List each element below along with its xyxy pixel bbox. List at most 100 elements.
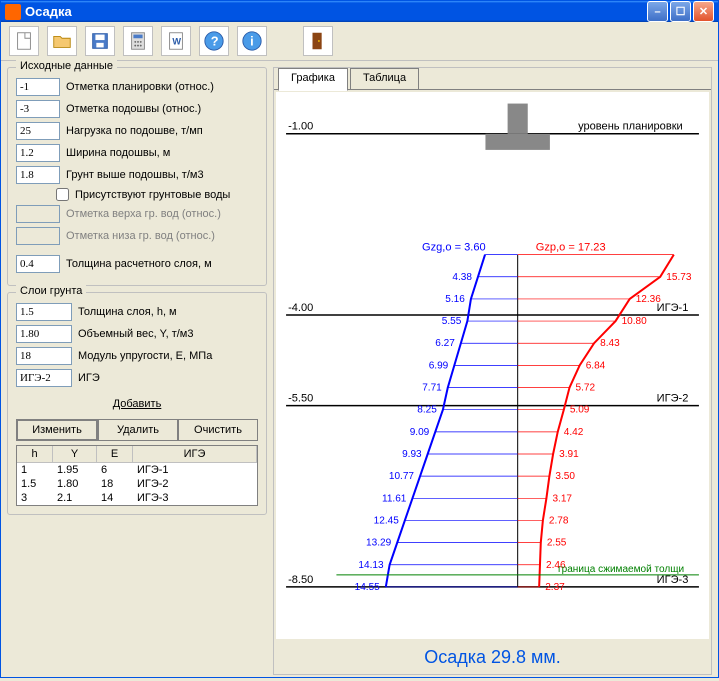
delete-button[interactable]: Удалить <box>98 419 178 441</box>
svg-text:5.72: 5.72 <box>576 383 596 394</box>
add-button[interactable]: Добавить <box>16 393 258 415</box>
close-button[interactable]: ✕ <box>693 1 714 22</box>
svg-text:ИГЭ-1: ИГЭ-1 <box>657 302 689 314</box>
svg-text:ИГЭ-3: ИГЭ-3 <box>657 574 689 586</box>
svg-text:5.55: 5.55 <box>442 316 462 327</box>
minimize-button[interactable]: – <box>647 1 668 22</box>
table-col-ИГЭ[interactable]: ИГЭ <box>133 446 257 462</box>
maximize-button[interactable]: ☐ <box>670 1 691 22</box>
svg-text:14.55: 14.55 <box>355 582 381 593</box>
svg-text:-1.00: -1.00 <box>288 121 313 133</box>
table-col-E[interactable]: E <box>97 446 133 462</box>
window-title: Осадка <box>25 4 647 19</box>
svg-text:-5.50: -5.50 <box>288 393 313 405</box>
info-icon[interactable]: i <box>237 26 267 56</box>
svg-text:6.27: 6.27 <box>435 338 455 349</box>
table-col-Y[interactable]: Y <box>53 446 97 462</box>
svg-text:6.99: 6.99 <box>429 360 449 371</box>
weight-input[interactable] <box>16 325 72 343</box>
table-col-h[interactable]: h <box>17 446 53 462</box>
app-window: Осадка – ☐ ✕ W ? i Исходные данные Отмет… <box>0 0 719 678</box>
svg-text:граница сжимаемой толщи: граница сжимаемой толщи <box>558 564 684 575</box>
svg-text:9.93: 9.93 <box>402 449 422 460</box>
svg-text:6.84: 6.84 <box>586 360 606 371</box>
thickness-input[interactable] <box>16 303 72 321</box>
svg-text:9.09: 9.09 <box>410 427 430 438</box>
load-label: Нагрузка по подошве, т/мп <box>66 125 203 137</box>
exit-icon[interactable] <box>303 26 333 56</box>
ige-input[interactable] <box>16 369 72 387</box>
svg-text:15.73: 15.73 <box>666 272 692 283</box>
svg-text:?: ? <box>211 34 219 49</box>
result-text: Осадка 29.8 мм. <box>274 641 711 674</box>
svg-text:2.78: 2.78 <box>549 515 569 526</box>
stress-diagram: -1.00-4.00ИГЭ-1-5.50ИГЭ-2-8.50ИГЭ-3урове… <box>276 92 709 639</box>
svg-text:4.42: 4.42 <box>564 427 584 438</box>
gw_top-input[interactable] <box>16 205 60 223</box>
sole_mark-input[interactable] <box>16 100 60 118</box>
gw_bot-input[interactable] <box>16 227 60 245</box>
svg-text:2.55: 2.55 <box>547 538 567 549</box>
svg-text:7.71: 7.71 <box>422 383 442 394</box>
modulus-label: Модуль упругости, E, МПа <box>78 350 212 362</box>
tab-table[interactable]: Таблица <box>350 68 419 90</box>
svg-text:-8.50: -8.50 <box>288 574 313 586</box>
clear-button[interactable]: Очистить <box>178 419 258 441</box>
svg-text:8.43: 8.43 <box>600 338 620 349</box>
svg-text:ИГЭ-2: ИГЭ-2 <box>657 393 689 405</box>
svg-text:10.80: 10.80 <box>622 316 648 327</box>
plan_mark-input[interactable] <box>16 78 60 96</box>
svg-text:12.45: 12.45 <box>374 515 400 526</box>
save-icon[interactable] <box>85 26 115 56</box>
svg-text:11.61: 11.61 <box>382 493 407 504</box>
svg-text:10.77: 10.77 <box>389 471 415 482</box>
thickness-label: Толщина слоя, h, м <box>78 306 177 318</box>
svg-text:12.36: 12.36 <box>636 294 662 305</box>
svg-text:Gzg,o = 3.60: Gzg,o = 3.60 <box>422 242 486 254</box>
load-input[interactable] <box>16 122 60 140</box>
toolbar: W ? i <box>1 22 718 61</box>
svg-text:13.29: 13.29 <box>366 538 392 549</box>
gw_bot-label: Отметка низа гр. вод (относ.) <box>66 230 215 242</box>
svg-text:5.09: 5.09 <box>570 405 590 416</box>
layers-title: Слои грунта <box>16 285 86 297</box>
table-row[interactable]: 32.114ИГЭ-3 <box>17 491 257 505</box>
layers-group: Слои грунта Толщина слоя, h, мОбъемный в… <box>7 292 267 515</box>
weight-label: Объемный вес, Y, т/м3 <box>78 328 193 340</box>
svg-text:5.16: 5.16 <box>445 294 465 305</box>
app-icon <box>5 4 21 20</box>
tab-graph[interactable]: Графика <box>278 68 348 91</box>
svg-text:i: i <box>250 34 254 49</box>
source-data-group: Исходные данные Отметка планировки (отно… <box>7 67 267 286</box>
soil_above-input[interactable] <box>16 166 60 184</box>
svg-text:4.38: 4.38 <box>452 272 472 283</box>
svg-text:W: W <box>172 37 181 47</box>
svg-text:-4.00: -4.00 <box>288 302 313 314</box>
calc-icon[interactable] <box>123 26 153 56</box>
export-icon[interactable]: W <box>161 26 191 56</box>
source-title: Исходные данные <box>16 60 117 72</box>
layers-table: hYEИГЭ 11.956ИГЭ-11.51.8018ИГЭ-232.114ИГ… <box>16 445 258 506</box>
table-row[interactable]: 11.956ИГЭ-1 <box>17 463 257 477</box>
titlebar: Осадка – ☐ ✕ <box>1 1 718 22</box>
calc-thickness-label: Толщина расчетного слоя, м <box>66 258 212 270</box>
open-icon[interactable] <box>47 26 77 56</box>
soil_above-label: Грунт выше подошвы, т/м3 <box>66 169 204 181</box>
help-icon[interactable]: ? <box>199 26 229 56</box>
modulus-input[interactable] <box>16 347 72 365</box>
svg-text:8.25: 8.25 <box>417 405 437 416</box>
table-row[interactable]: 1.51.8018ИГЭ-2 <box>17 477 257 491</box>
width-input[interactable] <box>16 144 60 162</box>
groundwater-label: Присутствуют грунтовые воды <box>75 189 230 201</box>
plan_mark-label: Отметка планировки (относ.) <box>66 81 214 93</box>
ige-label: ИГЭ <box>78 372 100 384</box>
svg-text:2.37: 2.37 <box>545 582 565 593</box>
width-label: Ширина подошвы, м <box>66 147 170 159</box>
edit-button[interactable]: Изменить <box>16 419 98 441</box>
svg-text:3.91: 3.91 <box>559 449 579 460</box>
gw_top-label: Отметка верха гр. вод (относ.) <box>66 208 221 220</box>
svg-text:14.13: 14.13 <box>358 560 384 571</box>
calc-thickness-input[interactable] <box>16 255 60 273</box>
groundwater-checkbox[interactable] <box>56 188 69 201</box>
new-icon[interactable] <box>9 26 39 56</box>
